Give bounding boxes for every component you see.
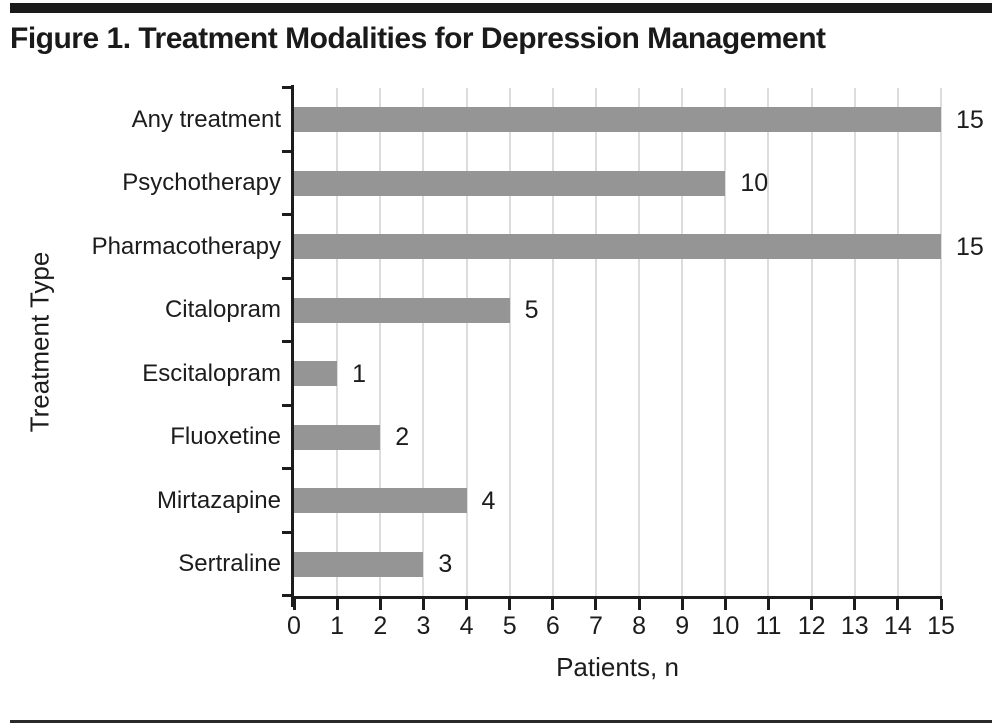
x-tick-label: 15: [927, 612, 955, 640]
x-tick: [723, 599, 727, 610]
x-tick: [594, 599, 598, 610]
y-tick: [282, 149, 291, 153]
category-label: Mirtazapine: [156, 486, 281, 514]
x-tick-label: 1: [330, 612, 345, 640]
x-tick: [680, 599, 684, 610]
x-tick: [421, 599, 425, 610]
x-tick: [896, 599, 900, 610]
bar: [294, 424, 381, 450]
x-tick-label: 12: [797, 612, 826, 640]
x-tick: [508, 599, 512, 610]
value-label: 3: [438, 550, 453, 579]
y-tick: [282, 340, 291, 343]
gridline: [638, 88, 641, 596]
value-label: 15: [956, 232, 984, 261]
category-label: Fluoxetine: [170, 423, 281, 451]
y-tick: [282, 403, 291, 407]
bar: [294, 170, 726, 196]
category-label: Any treatment: [131, 105, 281, 133]
x-tick-label: 8: [632, 612, 647, 640]
x-tick-label: 0: [287, 612, 301, 640]
gridline: [379, 88, 382, 596]
x-tick: [551, 599, 555, 610]
gridline: [681, 88, 684, 596]
x-tick: [766, 599, 770, 610]
x-tick: [465, 599, 469, 610]
bar: [294, 488, 467, 514]
bar: [294, 551, 424, 577]
top-rule: [10, 3, 992, 13]
category-label: Sertraline: [178, 550, 281, 578]
x-tick-label: 11: [755, 612, 782, 640]
x-tick: [292, 599, 296, 610]
y-tick: [282, 594, 291, 597]
x-tick-label: 13: [840, 612, 869, 640]
x-tick: [810, 599, 814, 610]
bottom-rule: [10, 720, 992, 723]
x-axis-title: Patients, n: [556, 652, 679, 682]
bar: [294, 107, 941, 133]
x-axis: [291, 596, 942, 599]
x-tick-label: 14: [883, 612, 912, 640]
y-axis: [291, 85, 294, 607]
x-tick: [939, 599, 943, 610]
category-label: Citalopram: [164, 296, 281, 324]
x-tick-label: 7: [588, 612, 603, 640]
x-tick-label: 3: [416, 612, 431, 640]
gridline: [336, 88, 339, 596]
x-tick-label: 10: [711, 612, 740, 640]
bar: [294, 297, 510, 323]
gridline: [594, 88, 597, 596]
gridline: [465, 88, 468, 596]
x-tick: [637, 599, 641, 610]
figure-title: Figure 1. Treatment Modalities for Depre…: [10, 22, 826, 55]
x-tick-label: 2: [373, 612, 388, 640]
gridline: [508, 88, 511, 596]
value-label: 15: [956, 105, 984, 134]
gridline: [853, 88, 856, 596]
value-label: 2: [395, 423, 410, 452]
gridline: [896, 88, 899, 596]
bar: [294, 234, 941, 260]
value-label: 10: [740, 169, 769, 198]
gridline: [422, 88, 425, 596]
gridline: [940, 88, 942, 596]
gridline: [724, 88, 727, 596]
y-tick: [282, 86, 291, 89]
x-tick: [378, 599, 382, 610]
x-tick-label: 9: [675, 612, 690, 640]
gridline: [810, 88, 813, 596]
value-label: 5: [524, 296, 539, 325]
y-tick: [282, 213, 291, 216]
value-label: 4: [481, 486, 496, 515]
y-tick: [282, 530, 291, 534]
bar: [294, 361, 338, 387]
x-tick-label: 4: [459, 612, 474, 640]
x-tick: [853, 599, 857, 610]
category-label: Pharmacotherapy: [91, 232, 281, 260]
x-tick-label: 5: [502, 612, 517, 640]
value-label: 1: [352, 359, 367, 388]
gridline: [767, 88, 770, 596]
category-label: Psychotherapy: [122, 169, 281, 197]
y-axis-title: Treatment Type: [24, 251, 55, 433]
y-tick: [282, 467, 291, 470]
gridline: [551, 88, 554, 596]
category-label: Escitalopram: [142, 359, 281, 387]
x-tick: [335, 599, 339, 610]
x-tick-label: 6: [545, 612, 560, 640]
y-tick: [282, 276, 291, 280]
